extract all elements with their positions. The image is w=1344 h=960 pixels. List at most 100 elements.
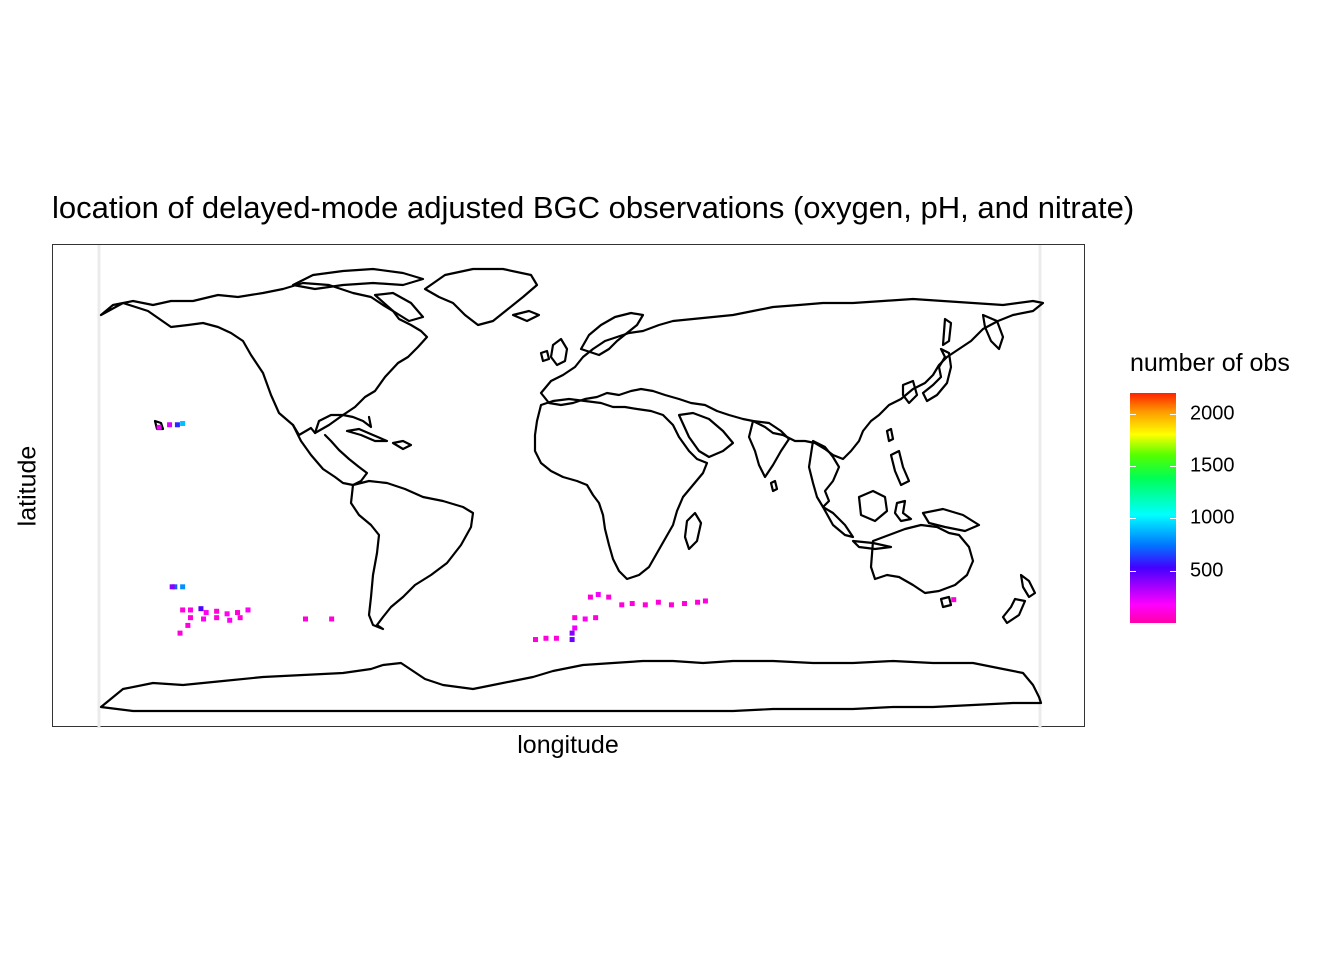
- obs-cell-28: [629, 601, 635, 607]
- obs-cell-8: [187, 607, 193, 613]
- obs-cell-25: [595, 592, 601, 598]
- coastline-gulf-of-mexico: [313, 413, 373, 435]
- obs-cell-12: [224, 611, 230, 617]
- coastline-philippines: [889, 449, 911, 487]
- obs-cell-18: [227, 617, 233, 623]
- legend-tick-label: 1000: [1190, 506, 1235, 529]
- obs-cell-10: [203, 610, 209, 616]
- coastline-arctic-islands: [291, 267, 425, 291]
- obs-cell-31: [668, 602, 674, 608]
- coastline-greenland: [423, 267, 539, 327]
- obs-cell-19: [237, 615, 243, 621]
- obs-cell-3: [180, 420, 186, 426]
- coastline-new-guinea: [921, 507, 981, 533]
- obs-cell-44: [951, 597, 957, 603]
- coastline-sri-lanka: [769, 479, 779, 493]
- x-axis-label: longitude: [517, 731, 619, 759]
- coastline-hawaii: [153, 419, 165, 431]
- coastline-europe: [539, 297, 1045, 461]
- legend-tick-label: 500: [1190, 559, 1224, 582]
- obs-cell-42: [533, 637, 539, 643]
- obs-cell-35: [572, 615, 578, 621]
- legend-tick-mark: [1130, 570, 1136, 572]
- coastline-africa: [533, 397, 709, 581]
- obs-cell-43: [569, 637, 575, 643]
- obs-cell-6: [169, 584, 175, 590]
- obs-cell-7: [180, 607, 186, 613]
- coastline-java: [851, 539, 893, 551]
- obs-cell-22: [302, 616, 308, 622]
- obs-cell-17: [214, 615, 220, 621]
- coastlines: [99, 267, 1045, 713]
- coastline-korea: [901, 379, 919, 405]
- obs-cell-0: [156, 424, 162, 430]
- coastline-iceland: [511, 309, 541, 323]
- obs-cell-39: [569, 630, 575, 636]
- obs-cell-24: [587, 594, 593, 600]
- obs-cell-30: [655, 599, 661, 605]
- obs-cell-20: [185, 622, 191, 628]
- coastline-borneo: [857, 489, 889, 523]
- legend-tick-label: 1500: [1190, 454, 1235, 477]
- legend-tick-mark: [1170, 466, 1176, 468]
- legend-tick-mark: [1130, 413, 1136, 415]
- obs-cell-36: [582, 616, 588, 622]
- coastline-cuba: [345, 427, 389, 443]
- obs-cell-40: [553, 635, 559, 641]
- coastline-indochina: [807, 439, 841, 509]
- obs-cell-27: [619, 602, 625, 608]
- coastline-sumatra: [821, 505, 855, 539]
- obs-cell-15: [187, 615, 193, 621]
- coastline-sakhalin: [941, 317, 953, 347]
- y-axis-label: latitude: [13, 445, 42, 527]
- legend-tick-label: 2000: [1190, 402, 1235, 425]
- obs-cell-32: [682, 601, 688, 607]
- coastline-baffin-island: [373, 291, 425, 323]
- coastline-tasmania: [939, 595, 953, 609]
- chart-title: location of delayed-mode adjusted BGC ob…: [52, 190, 1135, 225]
- map-canvas: [97, 245, 1045, 728]
- coastline-madagascar: [683, 511, 703, 551]
- coastline-kamchatka: [981, 313, 1005, 351]
- obs-cell-23: [329, 616, 335, 622]
- obs-cell-38: [572, 625, 578, 631]
- coastline-hispaniola: [391, 439, 413, 451]
- obs-cell-5: [180, 584, 186, 590]
- observation-cells: [156, 420, 957, 643]
- coastline-new-zealand-north: [1019, 573, 1037, 599]
- legend-tick-mark: [1170, 518, 1176, 520]
- obs-cell-4: [172, 584, 178, 590]
- coastline-antarctica: [99, 659, 1043, 713]
- coastline-ireland: [539, 349, 551, 363]
- grid-lines: [97, 245, 1042, 728]
- coastline-sulawesi: [893, 499, 913, 523]
- coastline-south-america: [349, 479, 475, 631]
- coastline-great-britain: [549, 337, 569, 367]
- obs-cell-26: [606, 594, 612, 600]
- obs-cell-41: [543, 635, 549, 641]
- legend-tick-mark: [1130, 466, 1136, 468]
- obs-cell-11: [214, 608, 220, 614]
- coastline-new-zealand-south: [1001, 597, 1027, 625]
- obs-cell-21: [177, 630, 183, 636]
- coastline-arabia: [677, 411, 735, 459]
- obs-cell-16: [201, 616, 207, 622]
- coastline-india: [747, 419, 791, 479]
- obs-cell-13: [235, 610, 241, 616]
- obs-cell-1: [167, 422, 173, 428]
- obs-cell-29: [642, 602, 648, 608]
- legend-tick-mark: [1130, 518, 1136, 520]
- obs-cell-33: [695, 599, 701, 605]
- legend-colorbar: [1130, 393, 1176, 623]
- obs-cell-34: [702, 598, 708, 604]
- coastline-australia: [869, 523, 975, 595]
- coastline-scandinavia: [579, 311, 645, 357]
- obs-cell-2: [174, 422, 180, 428]
- obs-cell-14: [245, 607, 251, 613]
- legend-title: number of obs: [1130, 349, 1290, 377]
- legend-tick-mark: [1170, 413, 1176, 415]
- coastline-japan: [921, 347, 953, 403]
- coastline-taiwan: [885, 427, 895, 443]
- legend-tick-mark: [1170, 570, 1176, 572]
